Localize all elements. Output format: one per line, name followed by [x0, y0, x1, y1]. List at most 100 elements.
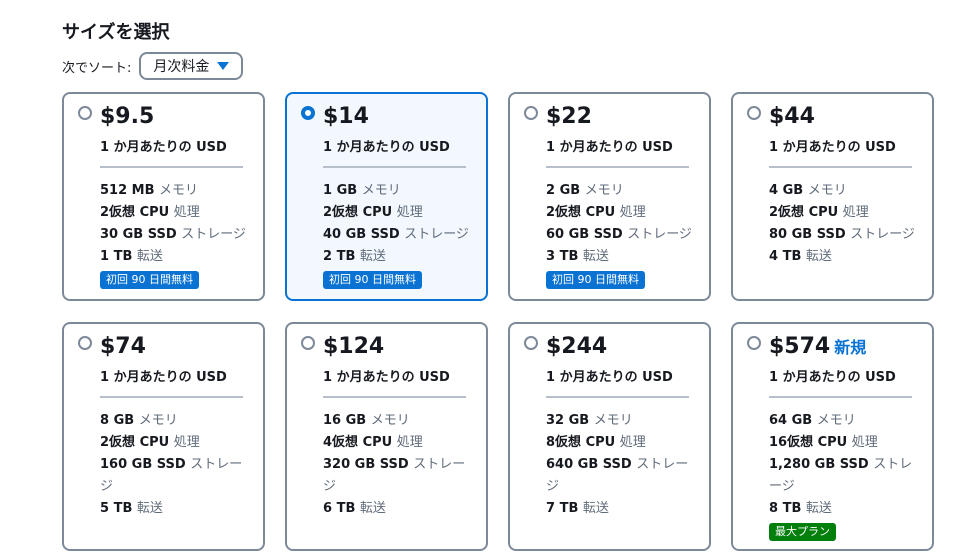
spec-line: 8 TB 転送: [769, 498, 919, 520]
price-value: $22: [546, 104, 592, 129]
radio-button[interactable]: [747, 336, 761, 350]
spec-line: 60 GB SSD ストレージ: [546, 224, 696, 246]
spec-value: 7 TB: [546, 501, 579, 516]
spec-label: 転送: [582, 501, 609, 516]
radio-button[interactable]: [301, 106, 315, 120]
spec-value: 4仮想 CPU: [323, 435, 393, 450]
spec-line: 30 GB SSD ストレージ: [100, 224, 250, 246]
radio-button[interactable]: [747, 106, 761, 120]
sort-select[interactable]: 月次料金: [139, 52, 244, 80]
spec-label: メモリ: [138, 413, 178, 428]
radio-button[interactable]: [524, 336, 538, 350]
radio-button[interactable]: [524, 106, 538, 120]
spec-value: 30 GB SSD: [100, 227, 177, 242]
spec-value: 2 GB: [546, 183, 581, 198]
plan-card[interactable]: $124 1 か月あたりの USD 16 GB メモリ 4仮想 CPU 処理 320…: [285, 322, 488, 551]
price-unit: 1 か月あたりの USD: [100, 370, 227, 385]
spec-line: 5 TB 転送: [100, 498, 250, 520]
divider: [323, 166, 466, 168]
spec-line: 160 GB SSD ストレージ: [100, 454, 250, 498]
spec-line: 16 GB メモリ: [323, 410, 473, 432]
plan-card[interactable]: $14 1 か月あたりの USD 1 GB メモリ 2仮想 CPU 処理 40 GB…: [285, 92, 488, 301]
spec-value: 1 TB: [100, 249, 133, 264]
spec-value: 640 GB SSD: [546, 457, 632, 472]
plan-card[interactable]: $574 新規 1 か月あたりの USD 64 GB メモリ 16仮想 CPU 処理…: [731, 322, 934, 551]
spec-line: 2仮想 CPU 処理: [100, 202, 250, 224]
divider: [546, 396, 689, 398]
plan-badge: 初回 90 日間無料: [323, 271, 422, 289]
spec-label: ストレージ: [181, 227, 246, 242]
spec-label: メモリ: [584, 183, 624, 198]
spec-line: 80 GB SSD ストレージ: [769, 224, 919, 246]
plan-price: $124: [323, 332, 473, 362]
sort-control: 次でソート: 月次料金: [62, 52, 244, 80]
spec-line: 64 GB メモリ: [769, 410, 919, 432]
price-value: $14: [323, 104, 369, 129]
spec-label: 転送: [359, 249, 386, 264]
spec-line: 2仮想 CPU 処理: [100, 432, 250, 454]
spec-line: 8仮想 CPU 処理: [546, 432, 696, 454]
spec-value: 32 GB: [546, 413, 590, 428]
price-value: $244: [546, 334, 608, 359]
plan-card[interactable]: $244 1 か月あたりの USD 32 GB メモリ 8仮想 CPU 処理 640…: [508, 322, 711, 551]
spec-line: 1,280 GB SSD ストレージ: [769, 454, 919, 498]
price-value: $74: [100, 334, 146, 359]
price-value: $44: [769, 104, 815, 129]
radio-button[interactable]: [78, 336, 92, 350]
plan-card[interactable]: $74 1 か月あたりの USD 8 GB メモリ 2仮想 CPU 処理 160 G…: [62, 322, 265, 551]
spec-line: 2 TB 転送: [323, 246, 473, 268]
spec-value: 1,280 GB SSD: [769, 457, 869, 472]
spec-label: 転送: [805, 249, 832, 264]
spec-label: ストレージ: [546, 457, 689, 494]
new-label: 新規: [834, 338, 867, 357]
divider: [100, 166, 243, 168]
spec-label: ストレージ: [100, 457, 243, 494]
spec-line: 4 GB メモリ: [769, 180, 919, 202]
sort-label: 次でソート:: [62, 60, 132, 76]
spec-value: 3 TB: [546, 249, 579, 264]
spec-value: 60 GB SSD: [546, 227, 623, 242]
radio-button[interactable]: [78, 106, 92, 120]
plan-price: $574 新規: [769, 332, 919, 362]
plan-card[interactable]: $9.5 1 か月あたりの USD 512 MB メモリ 2仮想 CPU 処理 30…: [62, 92, 265, 301]
spec-value: 4 GB: [769, 183, 804, 198]
plan-price: $22: [546, 102, 696, 132]
spec-value: 160 GB SSD: [100, 457, 186, 472]
divider: [769, 396, 912, 398]
spec-line: 32 GB メモリ: [546, 410, 696, 432]
spec-label: 処理: [851, 435, 878, 450]
spec-value: 320 GB SSD: [323, 457, 409, 472]
divider: [323, 396, 466, 398]
plan-price: $74: [100, 332, 250, 362]
price-unit: 1 か月あたりの USD: [546, 370, 673, 385]
spec-value: 512 MB: [100, 183, 155, 198]
spec-label: ストレージ: [850, 227, 915, 242]
spec-line: 2 GB メモリ: [546, 180, 696, 202]
spec-line: 640 GB SSD ストレージ: [546, 454, 696, 498]
sort-value: 月次料金: [153, 59, 210, 75]
plan-card[interactable]: $22 1 か月あたりの USD 2 GB メモリ 2仮想 CPU 処理 60 GB…: [508, 92, 711, 301]
spec-label: メモリ: [159, 183, 199, 198]
spec-label: 処理: [619, 205, 646, 220]
spec-value: 2仮想 CPU: [100, 435, 170, 450]
spec-value: 2仮想 CPU: [769, 205, 839, 220]
price-unit: 1 か月あたりの USD: [769, 370, 896, 385]
spec-line: 8 GB メモリ: [100, 410, 250, 432]
spec-label: ストレージ: [323, 457, 466, 494]
price-unit: 1 か月あたりの USD: [769, 140, 896, 155]
spec-label: 処理: [842, 205, 869, 220]
plan-card[interactable]: $44 1 か月あたりの USD 4 GB メモリ 2仮想 CPU 処理 80 GB…: [731, 92, 934, 301]
radio-button[interactable]: [301, 336, 315, 350]
spec-value: 40 GB SSD: [323, 227, 400, 242]
spec-value: 2仮想 CPU: [323, 205, 393, 220]
spec-line: 6 TB 転送: [323, 498, 473, 520]
spec-label: 処理: [396, 435, 423, 450]
spec-value: 8 GB: [100, 413, 135, 428]
spec-label: 転送: [359, 501, 386, 516]
spec-line: 1 TB 転送: [100, 246, 250, 268]
spec-value: 6 TB: [323, 501, 356, 516]
spec-line: 7 TB 転送: [546, 498, 696, 520]
page-title: サイズを選択: [62, 22, 170, 43]
spec-label: ストレージ: [627, 227, 692, 242]
spec-label: 転送: [136, 501, 163, 516]
